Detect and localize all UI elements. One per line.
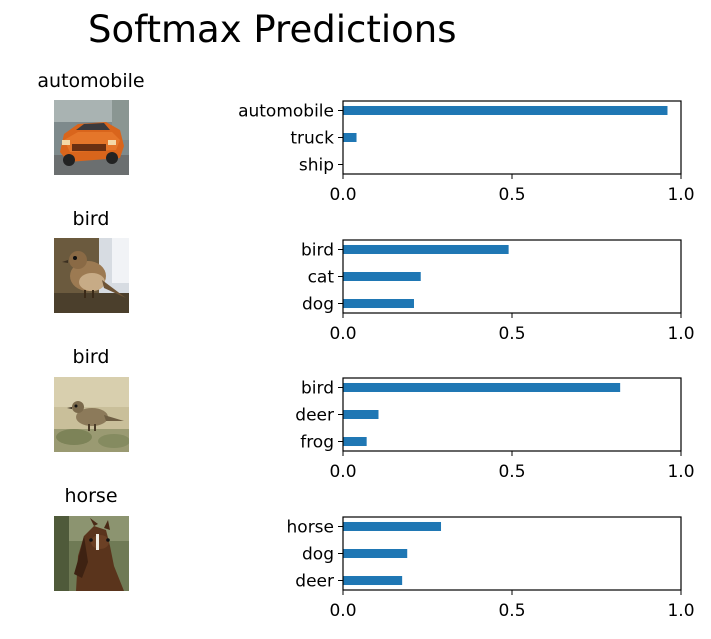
image-title: bird xyxy=(72,346,110,368)
bar xyxy=(343,299,414,309)
x-tick-label: 0.5 xyxy=(498,601,525,621)
x-tick-label: 0.0 xyxy=(329,462,356,482)
bar xyxy=(343,576,403,586)
y-tick-label: horse xyxy=(287,517,334,537)
y-tick-label: dog xyxy=(302,545,334,565)
y-tick-label: ship xyxy=(299,156,334,176)
y-tick-label: deer xyxy=(295,406,334,426)
x-tick-label: 0.0 xyxy=(329,324,356,344)
image-title: automobile xyxy=(37,70,145,92)
car-image xyxy=(54,100,129,175)
y-tick-label: frog xyxy=(300,433,334,453)
x-tick-label: 1.0 xyxy=(667,324,694,344)
bar xyxy=(343,549,408,558)
y-tick-label: dog xyxy=(302,295,334,315)
y-tick-label: truck xyxy=(290,129,334,149)
bar xyxy=(343,133,357,142)
horse-image xyxy=(54,516,129,591)
bar xyxy=(343,521,442,531)
bar xyxy=(343,410,379,419)
figure-title: Softmax Predictions xyxy=(88,8,457,51)
bar xyxy=(343,105,668,115)
image-title: horse xyxy=(64,485,118,507)
bird-image xyxy=(54,377,129,452)
x-tick-label: 0.0 xyxy=(329,601,356,621)
bar xyxy=(343,437,367,447)
image-title: bird xyxy=(72,208,110,230)
bird-image xyxy=(54,238,129,313)
x-tick-label: 1.0 xyxy=(667,601,694,621)
x-tick-label: 0.5 xyxy=(498,185,525,205)
y-tick-label: automobile xyxy=(238,101,334,121)
y-tick-label: bird xyxy=(301,378,334,398)
bar xyxy=(343,272,421,281)
x-tick-label: 1.0 xyxy=(667,185,694,205)
y-tick-label: deer xyxy=(295,572,334,592)
x-tick-label: 1.0 xyxy=(667,462,694,482)
bar xyxy=(343,244,509,254)
x-tick-label: 0.5 xyxy=(498,462,525,482)
y-tick-label: cat xyxy=(308,268,335,288)
bar xyxy=(343,382,621,392)
x-tick-label: 0.0 xyxy=(329,185,356,205)
y-tick-label: bird xyxy=(301,240,334,260)
x-tick-label: 0.5 xyxy=(498,324,525,344)
